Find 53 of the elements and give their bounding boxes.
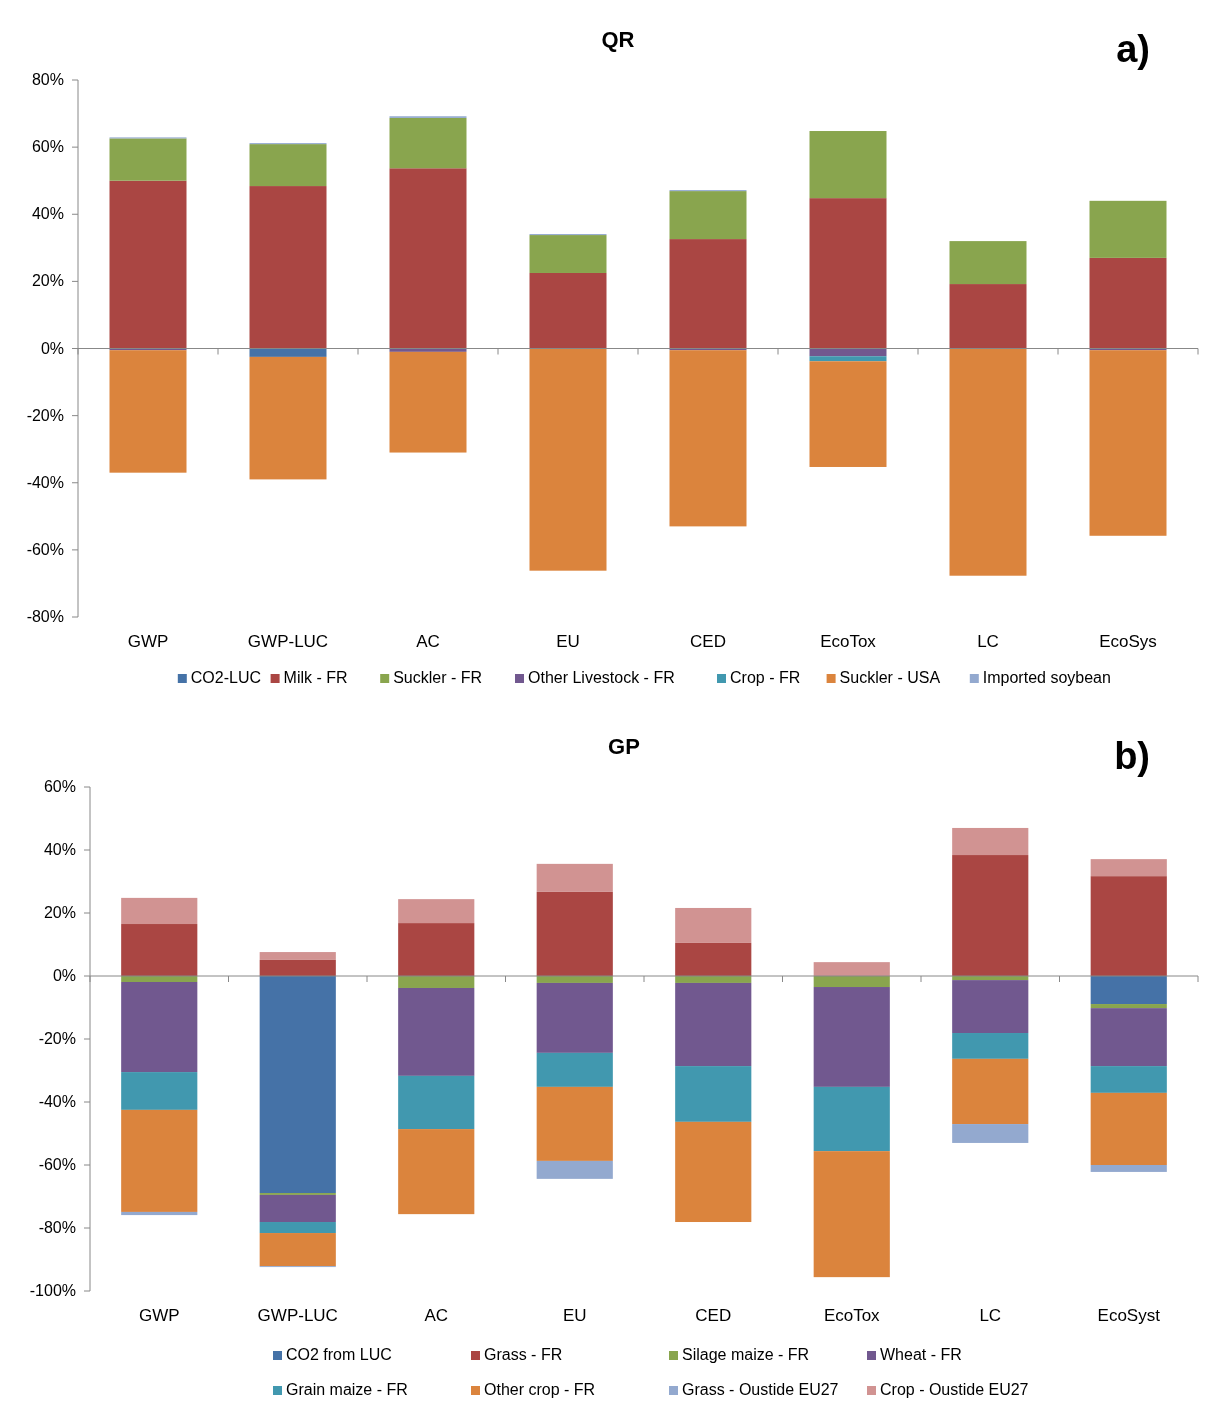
x-tick-label: AC bbox=[416, 632, 440, 651]
x-tick-label: GWP bbox=[138, 1306, 180, 1325]
x-tick-label: GWP-LUC bbox=[257, 1306, 338, 1325]
y-tick-label: -40% bbox=[26, 473, 64, 491]
x-tick-label: LC bbox=[977, 632, 999, 651]
x-tick-label: CED bbox=[695, 1306, 732, 1325]
legend-label: Other Livestock - FR bbox=[528, 669, 675, 686]
y-tick-label: 20% bbox=[31, 272, 64, 290]
y-tick-label: 0% bbox=[40, 339, 64, 357]
x-tick-label: EcoSys bbox=[1099, 632, 1157, 651]
legend-label: Other crop - FR bbox=[484, 1381, 596, 1398]
text: a) bbox=[1116, 28, 1150, 70]
legend-label: Grass - FR bbox=[484, 1346, 563, 1363]
legend-label: Crop - Oustide EU27 bbox=[880, 1381, 1029, 1398]
legend-label: Silage maize - FR bbox=[682, 1346, 810, 1363]
y-tick-label: -80% bbox=[26, 608, 64, 625]
legend-label: Imported soybean bbox=[982, 669, 1111, 686]
legend-label: Crop - FR bbox=[730, 669, 801, 686]
y-tick-label: 80% bbox=[31, 71, 64, 88]
chart-title: GP bbox=[608, 734, 640, 759]
x-tick-label: EcoTox bbox=[820, 632, 877, 651]
chart-title: QR bbox=[601, 27, 635, 52]
y-tick-label: 40% bbox=[31, 205, 64, 223]
legend-label: Wheat - FR bbox=[880, 1346, 962, 1363]
text: b) bbox=[1114, 735, 1150, 777]
y-tick-label: -80% bbox=[38, 1219, 76, 1236]
y-tick-label: -100% bbox=[29, 1282, 76, 1299]
x-tick-label: EcoTox bbox=[823, 1306, 881, 1325]
y-tick-label: -40% bbox=[38, 1093, 76, 1110]
y-tick-label: -60% bbox=[38, 1156, 76, 1173]
y-tick-label: 60% bbox=[43, 778, 76, 795]
legend-label: CO2-LUC bbox=[190, 669, 262, 686]
legend-label: Milk - FR bbox=[283, 669, 348, 686]
y-tick-label: 60% bbox=[31, 138, 64, 156]
x-tick-label: AC bbox=[424, 1306, 449, 1325]
y-tick-label: 0% bbox=[52, 967, 76, 984]
legend-label: Suckler - FR bbox=[393, 669, 483, 686]
y-tick-label: 20% bbox=[43, 904, 76, 921]
x-tick-label: GWP-LUC bbox=[247, 632, 329, 651]
y-tick-label: -60% bbox=[26, 540, 64, 558]
x-tick-label: EcoSyst bbox=[1097, 1306, 1161, 1325]
legend-label: Grain maize - FR bbox=[286, 1381, 408, 1398]
x-tick-label: EU bbox=[556, 632, 580, 651]
legend-label: Grass - Oustide EU27 bbox=[682, 1381, 839, 1398]
y-tick-label: -20% bbox=[38, 1030, 76, 1047]
y-tick-label: 40% bbox=[43, 841, 76, 858]
y-tick-label: -20% bbox=[26, 406, 64, 424]
legend-label: Suckler - USA bbox=[839, 669, 941, 686]
x-tick-label: LC bbox=[979, 1306, 1002, 1325]
legend-label: CO2 from LUC bbox=[286, 1346, 392, 1363]
x-tick-label: CED bbox=[690, 632, 726, 651]
x-tick-label: EU bbox=[562, 1306, 587, 1325]
x-tick-label: GWP bbox=[127, 632, 169, 651]
